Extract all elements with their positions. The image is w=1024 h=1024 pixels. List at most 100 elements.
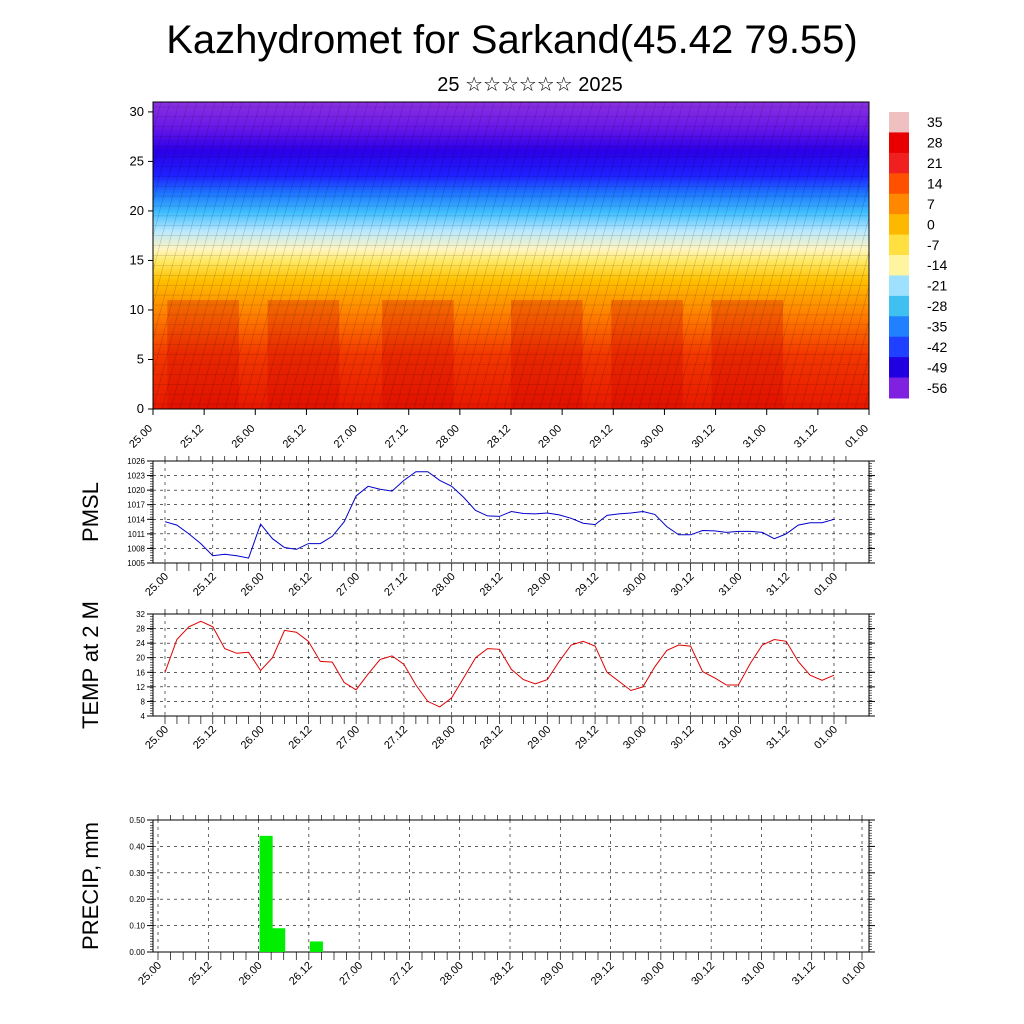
heatmap-x-tick-label: 31.12 — [792, 423, 820, 451]
x-tick-label: 26.12 — [287, 724, 315, 752]
y-tick-label: 16 — [136, 668, 145, 677]
wind-barb — [153, 102, 162, 134]
wind-barb — [800, 147, 869, 409]
wind-barb — [0, 102, 35, 409]
x-tick-label: 29.00 — [538, 960, 566, 988]
wind-barb — [36, 102, 116, 409]
wind-barb — [332, 102, 414, 409]
x-tick-label: 27.12 — [388, 960, 416, 988]
wind-barb — [233, 102, 315, 409]
wind-barb — [449, 102, 531, 409]
wind-barb — [999, 102, 1024, 409]
colorbar-label: 14 — [927, 176, 943, 192]
wind-barb — [440, 102, 522, 409]
x-tick-label: 27.00 — [337, 960, 365, 988]
heatmap-y-tick-label: 10 — [130, 302, 144, 317]
wind-barb — [746, 102, 828, 409]
wind-barb — [827, 250, 869, 409]
wind-barb — [530, 102, 612, 409]
wind-barb — [548, 102, 630, 409]
wind-barb — [161, 102, 243, 409]
heatmap-x-tick-label: 25.00 — [127, 423, 155, 451]
wind-barb — [404, 102, 486, 409]
x-tick-label: 29.12 — [589, 960, 617, 988]
temperature-colorbar: 35 28 21 14 7 0 -7 -14 -21 -28 -35 -42 -49 -56 — [889, 112, 947, 399]
wind-barb — [314, 102, 396, 409]
x-tick-label: 25.12 — [186, 960, 214, 988]
x-tick-label: 28.12 — [478, 724, 506, 752]
wind-barb — [153, 102, 198, 272]
wind-barb — [215, 102, 297, 409]
heatmap-x-tick-label: 30.00 — [639, 423, 667, 451]
wind-barb — [521, 102, 603, 409]
y-tick-label: 0.20 — [129, 895, 145, 904]
wind-barb — [0, 102, 17, 409]
x-tick-label: 25.00 — [143, 571, 171, 599]
wind-barb — [467, 102, 549, 409]
wind-barb — [1008, 102, 1024, 409]
x-tick-label: 30.00 — [621, 724, 649, 752]
colorbar-swatch — [889, 152, 909, 174]
wind-barb — [629, 102, 711, 409]
heatmap-x-tick-label: 27.00 — [332, 423, 360, 451]
wind-barb — [287, 102, 369, 409]
wind-barb — [413, 102, 495, 409]
heatmap-x-tick-label: 29.00 — [536, 423, 564, 451]
wind-barb — [1017, 102, 1024, 409]
y-tick-label: 0.50 — [129, 816, 145, 825]
x-tick-label: 25.00 — [143, 724, 171, 752]
x-tick-label: 28.00 — [438, 960, 466, 988]
heatmap-warm-band — [267, 300, 340, 409]
wind-barb — [359, 102, 441, 409]
colorbar-swatch — [889, 255, 909, 276]
colorbar-label: 0 — [927, 216, 935, 232]
wind-barb — [981, 102, 1024, 409]
x-tick-label: 27.00 — [334, 724, 362, 752]
wind-barb — [575, 102, 657, 409]
heatmap-y-tick-label: 30 — [130, 104, 144, 119]
heatmap-x-tick-label: 01.00 — [843, 423, 871, 451]
wind-barb — [485, 102, 567, 409]
wind-barb — [818, 216, 869, 409]
wind-barb — [251, 102, 333, 409]
wind-barb — [638, 102, 720, 409]
wind-barb — [431, 102, 513, 409]
y-axis-title: PMSL — [78, 482, 103, 542]
x-tick-label: 29.00 — [525, 571, 553, 599]
colorbar-label: -21 — [927, 278, 947, 294]
colorbar-label: -42 — [927, 339, 947, 355]
x-tick-label: 28.12 — [478, 571, 506, 599]
y-tick-label: 1026 — [127, 457, 145, 466]
colorbar-swatch — [889, 234, 909, 256]
wind-barb — [593, 102, 675, 409]
y-tick-label: 1005 — [127, 559, 145, 568]
heatmap-y-tick-label: 15 — [130, 252, 144, 267]
wind-barb — [674, 102, 756, 409]
colorbar-label: -35 — [927, 319, 947, 335]
x-tick-label: 31.00 — [717, 724, 745, 752]
wind-barb — [153, 102, 216, 341]
x-tick-label: 26.00 — [237, 960, 265, 988]
x-tick-label: 01.00 — [812, 724, 840, 752]
colorbar-label: -56 — [927, 380, 947, 396]
wind-barb — [153, 102, 189, 238]
wind-barb — [737, 102, 819, 409]
colorbar-label: 28 — [927, 135, 943, 151]
wind-barb — [0, 102, 71, 409]
heatmap-warm-band — [611, 300, 683, 409]
x-tick-label: 27.12 — [382, 571, 410, 599]
temp2m-chart: 4 8 12 16 20 24 28 32 25.00 25.12 26.00 26.12 27.00 2… — [78, 601, 875, 752]
colorbar-swatch — [889, 132, 909, 154]
page-subtitle: 25 ☆☆☆☆☆☆ 2025 — [437, 74, 623, 96]
wind-barb — [854, 354, 869, 409]
wind-barb — [809, 181, 869, 409]
wind-barb — [18, 102, 98, 409]
wind-barb — [584, 102, 666, 409]
pmsl-series-line — [164, 471, 835, 559]
wind-barb — [260, 102, 342, 409]
wind-barb — [602, 102, 684, 409]
wind-barb — [764, 102, 846, 409]
colorbar-swatch — [889, 193, 909, 215]
heatmap-field — [0, 102, 1024, 409]
wind-barb — [170, 102, 252, 409]
